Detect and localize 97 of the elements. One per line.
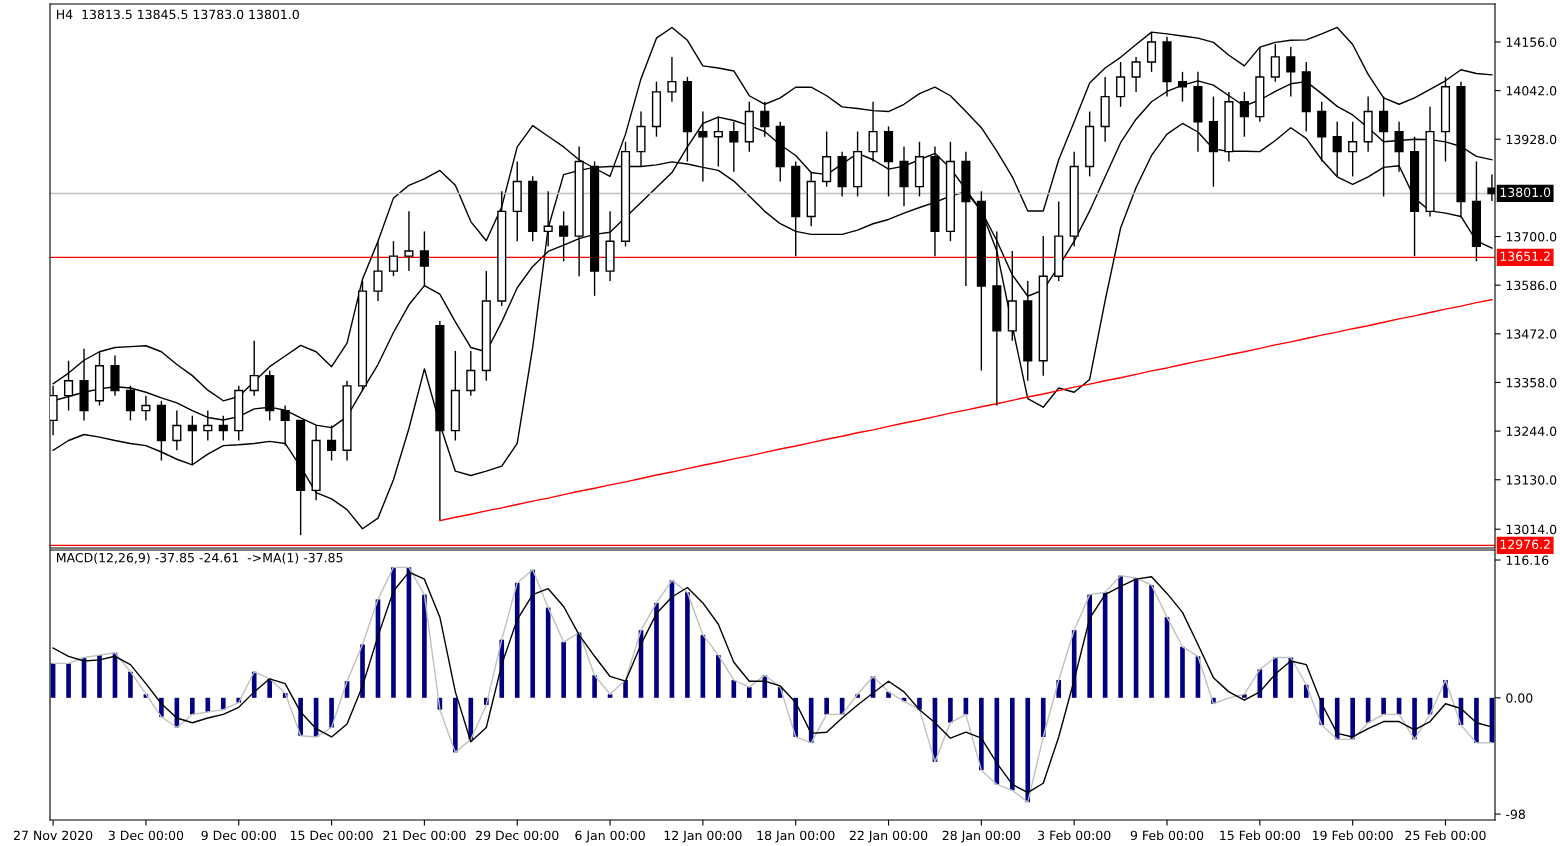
x-tick-label: 15 Dec 00:00 — [290, 830, 373, 841]
candlestick — [172, 409, 182, 451]
y-tick-label: 13358.0 — [1506, 377, 1557, 388]
x-tick-label: 3 Feb 00:00 — [1038, 830, 1111, 841]
bar — [1288, 657, 1294, 698]
y-tick-label: 13472.0 — [1506, 329, 1557, 339]
candlestick — [713, 115, 723, 168]
bar — [453, 697, 458, 753]
bar — [685, 592, 690, 698]
bar — [514, 582, 520, 698]
bar — [267, 678, 273, 698]
x-tick-label: 29 Dec 00:00 — [476, 830, 559, 841]
candlestick — [1348, 121, 1358, 178]
candlestick — [559, 210, 569, 262]
bar — [391, 567, 396, 698]
bar — [623, 680, 628, 698]
ref-line-label: 13801.0 — [1500, 187, 1551, 198]
candlestick — [543, 190, 553, 248]
ref-line-label: 12976.2 — [1500, 539, 1550, 549]
bar — [190, 697, 195, 715]
x-tick-label: 27 Nov 2020 — [13, 830, 93, 841]
bar — [329, 697, 334, 728]
candlestick — [1239, 91, 1249, 138]
bar — [1180, 646, 1185, 698]
bar — [592, 675, 597, 698]
bar — [1009, 697, 1015, 791]
bar — [1412, 697, 1417, 740]
y-tick-label: 14042.0 — [1506, 86, 1557, 96]
bar — [97, 655, 102, 698]
chart-title: MACD(12,26,9) -37.85 -24.61 ->MA(1) -37.85 — [57, 552, 343, 564]
candlestick — [187, 415, 197, 466]
y-tick-label: 13130.0 — [1506, 475, 1557, 485]
bar — [1149, 585, 1154, 698]
bar — [1334, 697, 1340, 740]
x-tick-label: 25 Feb 00:00 — [1405, 830, 1486, 841]
x-tick-label: 9 Feb 00:00 — [1130, 830, 1204, 841]
candlestick — [249, 339, 259, 397]
x-tick-label: 19 Feb 00:00 — [1313, 830, 1393, 841]
bar — [979, 697, 984, 771]
y-tick-label: 14156.0 — [1506, 37, 1557, 47]
y-tick-label: 13014.0 — [1506, 524, 1557, 535]
candlestick — [1116, 61, 1126, 108]
candlestick — [125, 385, 136, 422]
bar — [1025, 697, 1031, 803]
bar — [66, 663, 71, 698]
bar — [948, 697, 953, 723]
bar — [468, 697, 474, 740]
bar — [128, 671, 133, 698]
bar — [917, 697, 922, 710]
x-tick-label: 12 Jan 00:00 — [664, 830, 742, 843]
bar — [561, 642, 566, 698]
bar — [1087, 594, 1092, 698]
x-tick-label: 6 Jan 00:00 — [575, 830, 645, 843]
x-tick-label: 22 Jan 00:00 — [849, 830, 928, 843]
candlestick — [1270, 43, 1280, 83]
candlestick — [466, 350, 476, 397]
y-tick-label: 116.16 — [1506, 555, 1549, 565]
y-tick-label: 13928.0 — [1506, 134, 1557, 145]
x-tick-label: 28 Jan 00:00 — [942, 830, 1021, 843]
candlestick — [667, 56, 677, 103]
candlestick — [404, 210, 414, 272]
x-tick-label: 21 Dec 00:00 — [383, 830, 466, 841]
x-tick-label: 9 Dec 00:00 — [201, 830, 276, 841]
ref-line-label: 13651.2 — [1500, 251, 1550, 261]
bar — [530, 569, 536, 698]
bar — [716, 655, 721, 698]
y-tick-label: 13244.0 — [1506, 426, 1557, 437]
y-tick-label: 13586.0 — [1506, 280, 1557, 291]
bar — [1381, 697, 1386, 715]
line-series — [439, 298, 1493, 522]
bar — [1118, 575, 1123, 698]
bar — [654, 602, 659, 698]
chart-title: H4 13813.5 13845.5 13783.0 13801.0 — [57, 9, 299, 20]
candlestick — [729, 121, 739, 173]
y-tick-label: 13700.0 — [1506, 232, 1557, 242]
candlestick — [1146, 31, 1157, 73]
bar — [1272, 657, 1278, 698]
bar — [220, 697, 226, 710]
y-tick-label: -98 — [1506, 809, 1525, 819]
x-tick-label: 18 Jan 00:00 — [757, 830, 835, 843]
bar — [205, 697, 211, 713]
bar — [746, 687, 752, 698]
candlestick — [373, 240, 383, 302]
candlestick — [760, 101, 770, 138]
candlestick — [419, 230, 429, 287]
bar — [1040, 697, 1046, 737]
candlestick — [1131, 56, 1141, 93]
candlestick — [141, 394, 151, 422]
x-tick-label: 3 Dec 00:00 — [108, 830, 184, 841]
candlestick — [868, 101, 878, 163]
candlestick — [388, 240, 399, 277]
bar — [824, 697, 829, 715]
bar — [1474, 697, 1479, 743]
x-tick-label: 15 Feb 00:00 — [1220, 830, 1301, 841]
bar — [422, 594, 427, 698]
bar — [1350, 697, 1355, 740]
y-tick-label: 0.00 — [1506, 693, 1533, 703]
